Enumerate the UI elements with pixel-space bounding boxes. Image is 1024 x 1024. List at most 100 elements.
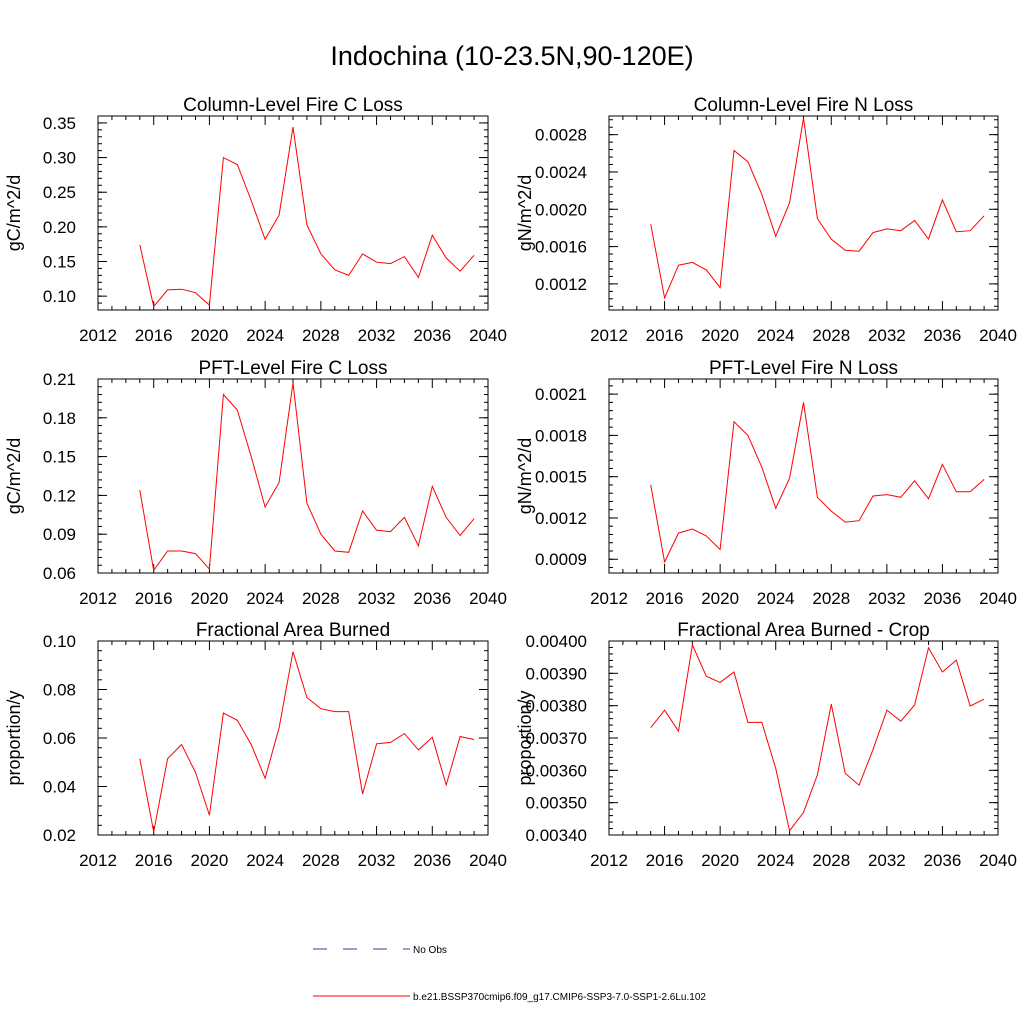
y-tick-label: 0.15 [43, 448, 76, 467]
y-tick-label: 0.06 [43, 729, 76, 748]
legend: No Obs b.e21.BSSP370cmip6.f09_g17.CMIP6-… [313, 945, 706, 1003]
series-line [139, 382, 475, 572]
x-tick-label: 2024 [757, 326, 795, 345]
panel-2: Column-Level Fire N Loss 2012 2016 2020 2024… [515, 95, 1017, 345]
x-tick-label: 2012 [590, 589, 628, 608]
y-tick-label: 0.0016 [535, 238, 587, 257]
x-tick-label: 2020 [191, 851, 229, 870]
x-tick-label: 2016 [646, 326, 684, 345]
y-tick-label: 0.0028 [535, 126, 587, 145]
y-tick-label: 0.00340 [526, 826, 587, 845]
x-tick-label: 2024 [246, 589, 284, 608]
x-tick-label: 2028 [812, 326, 850, 345]
y-tick-label: 0.06 [43, 564, 76, 583]
y-tick-label: 0.02 [43, 826, 76, 845]
y-tick-label: 0.25 [43, 183, 76, 202]
plot-frame [97, 640, 489, 836]
x-tick-label: 2040 [979, 589, 1017, 608]
x-tick-label: 2024 [246, 851, 284, 870]
y-tick-label: 0.0024 [535, 163, 587, 182]
y-tick-label: 0.0009 [535, 550, 587, 569]
x-tick-label: 2028 [812, 589, 850, 608]
y-tick-label: 0.0012 [535, 275, 587, 294]
x-tick-label: 2012 [590, 851, 628, 870]
x-tick-label: 2016 [135, 851, 173, 870]
series-line [139, 651, 475, 832]
y-tick-label: 0.00380 [526, 697, 587, 716]
y-tick-label: 0.21 [43, 370, 76, 389]
panel-title: Fractional Area Burned - Crop [677, 620, 929, 641]
series-line [139, 127, 475, 308]
x-tick-label: 2036 [413, 589, 451, 608]
y-tick-label: 0.08 [43, 681, 76, 700]
y-tick-label: 0.00390 [526, 664, 587, 683]
panel-title: PFT-Level Fire C Loss [199, 358, 388, 379]
y-axis-label: gN/m^2/d [515, 438, 535, 514]
panel-title: Fractional Area Burned [196, 620, 390, 641]
y-axis-label: gC/m^2/d [4, 438, 24, 514]
main-title: Indochina (10-23.5N,90-120E) [330, 41, 693, 71]
panel-6: Fractional Area Burned - Crop 2012 2016 202… [515, 620, 1017, 870]
y-tick-label: 0.15 [43, 253, 76, 272]
plot-frame [608, 378, 999, 574]
x-tick-label: 2012 [79, 851, 117, 870]
x-tick-label: 2036 [924, 851, 962, 870]
y-tick-label: 0.20 [43, 218, 76, 237]
x-tick-label: 2040 [469, 851, 507, 870]
x-tick-label: 2016 [646, 851, 684, 870]
x-tick-label: 2036 [413, 326, 451, 345]
y-tick-label: 0.09 [43, 525, 76, 544]
x-tick-label: 2040 [469, 589, 507, 608]
y-tick-label: 0.12 [43, 486, 76, 505]
y-tick-label: 0.30 [43, 149, 76, 168]
y-tick-label: 0.00360 [526, 761, 587, 780]
x-tick-label: 2024 [757, 851, 795, 870]
panel-3: PFT-Level Fire C Loss 2012 2016 2020 2024 202… [4, 358, 507, 608]
x-tick-label: 2036 [924, 326, 962, 345]
panels: Column-Level Fire C Loss 2012 2016 2020 2024… [4, 95, 1017, 870]
series-line [650, 117, 985, 300]
y-tick-label: 0.04 [43, 778, 76, 797]
x-tick-label: 2016 [646, 589, 684, 608]
x-tick-label: 2032 [358, 589, 396, 608]
x-tick-label: 2016 [135, 589, 173, 608]
y-tick-label: 0.10 [43, 632, 76, 651]
y-tick-label: 0.00370 [526, 729, 587, 748]
legend-label-no-obs: No Obs [413, 945, 447, 956]
panel-5: Fractional Area Burned 2012 2016 2020 2024 20… [4, 620, 507, 870]
y-tick-label: 0.00400 [526, 632, 587, 651]
x-tick-label: 2024 [757, 589, 795, 608]
x-tick-label: 2040 [979, 851, 1017, 870]
x-tick-label: 2028 [302, 851, 340, 870]
y-tick-label: 0.18 [43, 409, 76, 428]
x-tick-label: 2012 [79, 326, 117, 345]
y-axis-label: proportion/y [4, 690, 24, 785]
y-tick-label: 0.35 [43, 114, 76, 133]
y-tick-label: 0.10 [43, 287, 76, 306]
plot-frame [97, 378, 489, 574]
y-tick-label: 0.0021 [535, 385, 587, 404]
x-tick-label: 2040 [979, 326, 1017, 345]
x-tick-label: 2032 [358, 851, 396, 870]
panel-1: Column-Level Fire C Loss 2012 2016 2020 2024… [4, 95, 507, 345]
x-tick-label: 2032 [358, 326, 396, 345]
legend-label-model: b.e21.BSSP370cmip6.f09_g17.CMIP6-SSP3-7.… [413, 992, 706, 1003]
y-tick-label: 0.0012 [535, 509, 587, 528]
x-tick-label: 2032 [868, 326, 906, 345]
y-axis-label: gC/m^2/d [4, 175, 24, 251]
y-axis-label: proportion/y [515, 690, 535, 785]
y-tick-label: 0.0020 [535, 200, 587, 219]
x-tick-label: 2028 [302, 326, 340, 345]
x-tick-label: 2012 [79, 589, 117, 608]
x-tick-label: 2020 [191, 589, 229, 608]
x-tick-label: 2028 [812, 851, 850, 870]
panel-4: PFT-Level Fire N Loss 2012 2016 2020 2024 202… [515, 358, 1017, 608]
y-tick-label: 0.00350 [526, 794, 587, 813]
x-tick-label: 2036 [924, 589, 962, 608]
panel-title: PFT-Level Fire N Loss [709, 358, 898, 379]
x-tick-label: 2016 [135, 326, 173, 345]
x-tick-label: 2040 [469, 326, 507, 345]
series-line [650, 643, 985, 832]
x-tick-label: 2020 [701, 326, 739, 345]
